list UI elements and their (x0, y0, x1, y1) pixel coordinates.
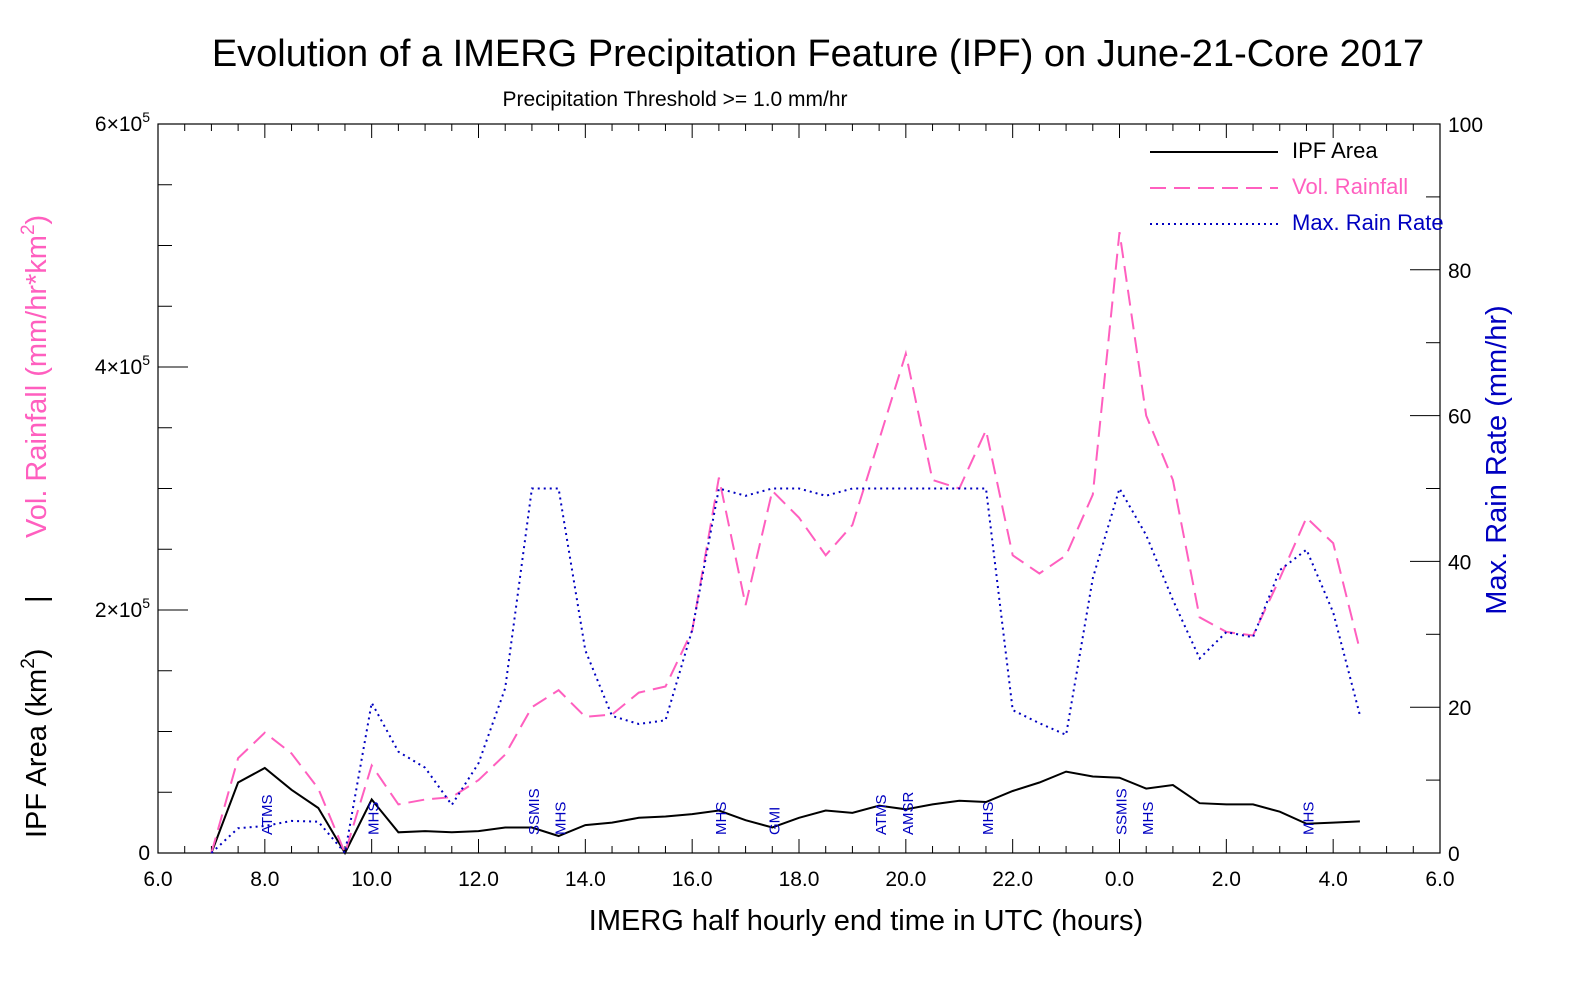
y-left-tick-label: 0 (138, 842, 150, 865)
sensor-annotation: GMI (766, 807, 783, 835)
y-right-tick-label: 20 (1448, 697, 1471, 720)
series-line-max-rain-rate (210, 485, 1361, 856)
series-lines (210, 231, 1361, 856)
sensor-annotation: SSMIS (526, 788, 543, 835)
x-tick-label: 2.0 (1212, 868, 1241, 891)
x-tick-label: 6.0 (143, 868, 172, 891)
sensor-annotation: AMSR (900, 791, 917, 835)
series-line-ipf-area (210, 766, 1360, 856)
y-left-tick-label: 6×105 (95, 109, 150, 136)
legend-label-vol-rainfall: Vol. Rainfall (1292, 174, 1408, 199)
axis-label-separator: | (21, 595, 53, 603)
left-axis-label: IPF Area (km2) | Vol. Rainfall (mm/hr*km… (18, 215, 53, 838)
x-tick-label: 20.0 (885, 868, 926, 891)
y-right-tick-label: 100 (1448, 114, 1483, 137)
chart-subtitle: Precipitation Threshold >= 1.0 mm/hr (502, 88, 847, 111)
sensor-annotation: SSMIS (1114, 788, 1131, 835)
chart-title: Evolution of a IMERG Precipitation Featu… (212, 33, 1424, 75)
x-tick-label: 16.0 (672, 868, 713, 891)
x-tick-label: 0.0 (1105, 868, 1134, 891)
y-left-tick-label: 4×105 (95, 352, 150, 379)
series-line-vol-rainfall (210, 231, 1361, 856)
y-right-tick-label: 80 (1448, 260, 1471, 283)
sensor-annotation: MHS (1300, 802, 1317, 835)
legend: IPF Area Vol. Rainfall Max. Rain Rate (1150, 138, 1444, 235)
sensor-annotation: MHS (1140, 802, 1157, 835)
x-tick-label: 22.0 (992, 868, 1033, 891)
sensor-annotation: ATMS (259, 794, 276, 835)
x-tick-label: 14.0 (565, 868, 606, 891)
x-tick-label: 10.0 (351, 868, 392, 891)
sensor-annotation: MHS (366, 802, 383, 835)
legend-label-ipf-area: IPF Area (1292, 138, 1378, 163)
sensor-annotation: ATMS (873, 794, 890, 835)
x-tick-label: 12.0 (458, 868, 499, 891)
sensor-annotation: MHS (713, 802, 730, 835)
axes: 6.0 8.0 10.0 12.0 14.0 16.0 18.0 20.0 22.0 0.0 2.0… (95, 109, 1483, 891)
x-tick-label: 4.0 (1319, 868, 1348, 891)
legend-label-max-rain-rate: Max. Rain Rate (1292, 210, 1444, 235)
x-tick-label: 18.0 (779, 868, 820, 891)
ipf-area-axis-label: IPF Area (km2) (18, 649, 53, 838)
sensor-annotation: MHS (980, 802, 997, 835)
x-tick-label: 8.0 (250, 868, 279, 891)
sensor-annotation: MHS (553, 802, 570, 835)
sensor-annotations: ATMS MHS SSMIS MHS MHS GMI ATMS AMSR MHS SSMIS MHS… (259, 788, 1318, 835)
y-right-tick-label: 40 (1448, 551, 1471, 574)
vol-rainfall-axis-label: Vol. Rainfall (mm/hr*km2) (18, 215, 53, 538)
x-tick-label: 6.0 (1425, 868, 1454, 891)
right-axis-label: Max. Rain Rate (mm/hr) (1481, 305, 1513, 614)
y-right-tick-label: 0 (1448, 843, 1460, 866)
y-right-tick-label: 60 (1448, 406, 1471, 429)
x-axis-label: IMERG half hourly end time in UTC (hours… (589, 905, 1143, 937)
y-left-tick-label: 2×105 (95, 595, 150, 622)
